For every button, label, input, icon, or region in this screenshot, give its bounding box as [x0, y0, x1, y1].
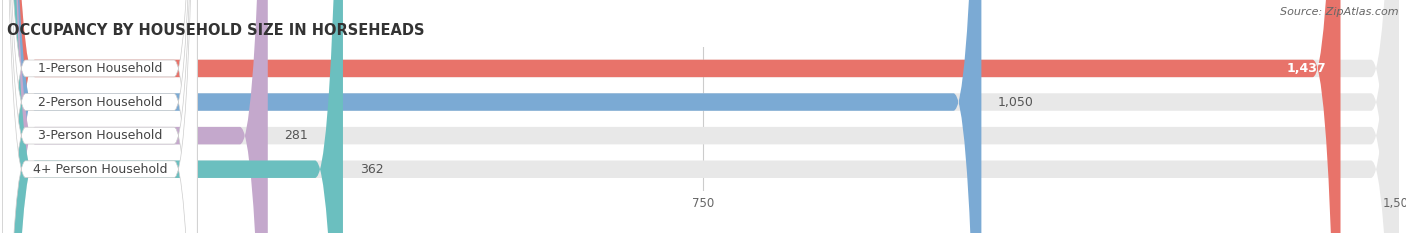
- Text: 362: 362: [360, 163, 384, 176]
- Text: 3-Person Household: 3-Person Household: [38, 129, 162, 142]
- FancyBboxPatch shape: [7, 0, 1340, 233]
- FancyBboxPatch shape: [7, 0, 1399, 233]
- Text: 281: 281: [284, 129, 308, 142]
- Text: Source: ZipAtlas.com: Source: ZipAtlas.com: [1281, 7, 1399, 17]
- FancyBboxPatch shape: [3, 0, 197, 233]
- Text: 1,437: 1,437: [1286, 62, 1327, 75]
- Text: 4+ Person Household: 4+ Person Household: [32, 163, 167, 176]
- Text: 1-Person Household: 1-Person Household: [38, 62, 162, 75]
- FancyBboxPatch shape: [3, 0, 197, 233]
- FancyBboxPatch shape: [7, 0, 1399, 233]
- FancyBboxPatch shape: [3, 0, 197, 233]
- FancyBboxPatch shape: [3, 0, 197, 233]
- FancyBboxPatch shape: [7, 0, 1399, 233]
- FancyBboxPatch shape: [7, 0, 343, 233]
- FancyBboxPatch shape: [7, 0, 981, 233]
- Text: OCCUPANCY BY HOUSEHOLD SIZE IN HORSEHEADS: OCCUPANCY BY HOUSEHOLD SIZE IN HORSEHEAD…: [7, 24, 425, 38]
- FancyBboxPatch shape: [7, 0, 267, 233]
- Text: 1,050: 1,050: [998, 96, 1033, 109]
- FancyBboxPatch shape: [7, 0, 1399, 233]
- Text: 2-Person Household: 2-Person Household: [38, 96, 162, 109]
